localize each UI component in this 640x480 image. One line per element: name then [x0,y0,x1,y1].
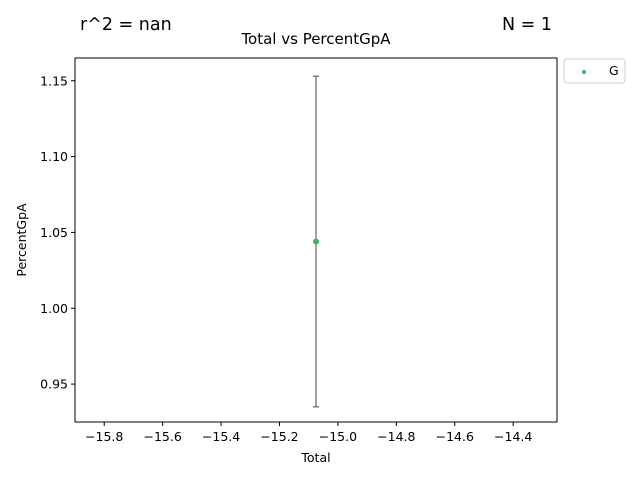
y-axis-label: PercentGpA [14,203,29,277]
x-tick-label: −14.8 [377,429,415,444]
r-squared-label: r^2 = nan [80,15,172,35]
chart-title: Total vs PercentGpA [240,30,391,48]
data-marks [313,75,319,408]
x-tick-label: −15.8 [85,429,123,444]
x-tick-label: −14.4 [494,429,532,444]
legend-label-g: G [609,63,619,78]
y-tick-label: 1.00 [40,301,68,316]
y-tick-label: 0.95 [40,377,68,392]
plot-area-frame [74,57,558,423]
x-tick-label: −15.4 [202,429,240,444]
n-count-label: N = 1 [502,15,552,35]
x-tick-label: −15.2 [260,429,298,444]
y-axis: 0.95 1.00 1.05 1.10 1.15 [40,73,75,392]
y-tick-label: 1.15 [40,73,68,88]
x-tick-label: −15.0 [319,429,357,444]
x-tick-label: −14.6 [436,429,474,444]
legend: G [563,58,626,84]
data-point [313,238,319,245]
x-tick-label: −15.6 [143,429,181,444]
legend-marker-g [582,70,586,74]
x-axis-label: Total [300,450,330,465]
legend-box [563,58,626,84]
y-tick-label: 1.10 [40,149,68,164]
y-tick-label: 1.05 [40,225,68,240]
x-axis: −15.8 −15.6 −15.4 −15.2 −15.0 −14.8 −14.6 −14.4 [85,422,532,444]
